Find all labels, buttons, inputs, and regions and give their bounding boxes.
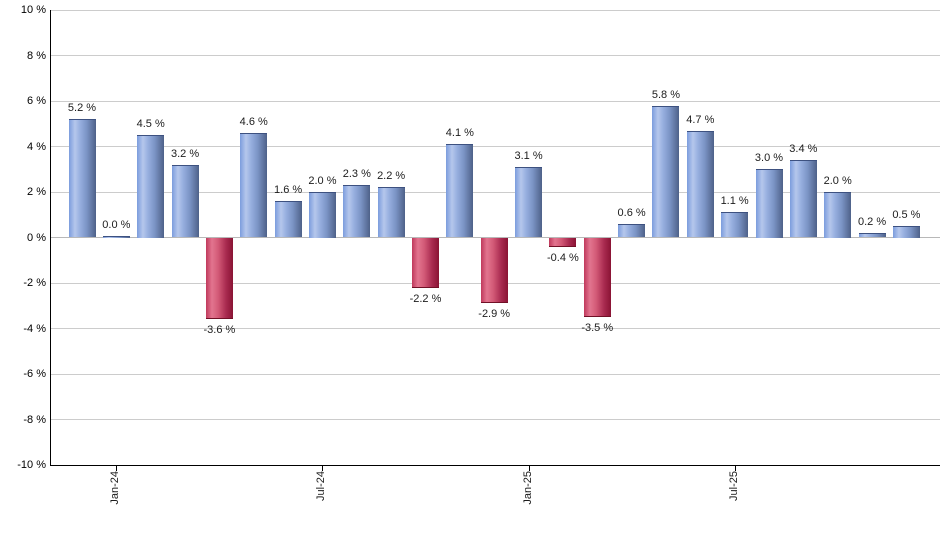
bar-value-label: 4.7 % — [686, 113, 715, 126]
y-axis-label: -6 % — [23, 368, 46, 380]
bar-Sep-25 — [789, 160, 817, 238]
gridline — [51, 100, 940, 102]
bar-value-label: 3.1 % — [514, 149, 543, 162]
gridline — [51, 328, 940, 329]
x-axis-label: Jul-25 — [727, 471, 740, 501]
bar-Jun-24 — [274, 201, 302, 238]
y-axis-label: 4 % — [27, 140, 46, 153]
bar-Jun-25 — [686, 130, 714, 238]
bar-value-label: 3.4 % — [789, 143, 818, 156]
bar-Jan-25 — [515, 166, 543, 238]
y-axis-label: -10 % — [17, 459, 46, 471]
bar-value-label: 0.5 % — [892, 209, 921, 222]
gridline — [51, 9, 940, 11]
bar-value-label: 0.6 % — [617, 206, 646, 219]
bar-Aug-25 — [755, 169, 783, 238]
bar-value-label: 1.1 % — [720, 195, 749, 208]
bar-Apr-24 — [205, 237, 233, 320]
bar-Mar-24 — [171, 164, 199, 238]
bar-Jan-24 — [102, 235, 130, 238]
bar-value-label: 3.0 % — [754, 152, 784, 165]
x-axis-tick — [322, 465, 324, 471]
y-axis-label: 2 % — [27, 186, 46, 198]
y-axis-label: 0 % — [27, 231, 46, 244]
y-axis-label: 6 % — [27, 95, 46, 107]
bar-value-label: 3.2 % — [170, 147, 200, 160]
x-axis-label: Jan-24 — [109, 471, 122, 505]
bar-Feb-24 — [137, 135, 165, 238]
bar-value-label: 4.6 % — [239, 115, 268, 128]
bar-value-label: 0.2 % — [857, 215, 887, 228]
bar-value-label: 4.5 % — [136, 118, 165, 131]
gridline — [51, 146, 940, 147]
bar-Feb-25 — [549, 237, 577, 247]
y-axis-label: 8 % — [27, 49, 46, 62]
bar-Nov-25 — [858, 232, 886, 238]
bar-May-24 — [240, 132, 268, 238]
bar-Nov-24 — [446, 144, 474, 238]
bar-value-label: 4.1 % — [445, 127, 474, 140]
x-axis-tick — [528, 465, 530, 471]
x-axis-tick — [734, 465, 736, 471]
bar-value-label: 2.2 % — [377, 170, 406, 183]
x-axis-tick — [116, 465, 118, 471]
gridline — [51, 55, 940, 56]
bar-value-label: -0.4 % — [546, 251, 579, 264]
bar-value-label: 5.8 % — [651, 88, 680, 101]
bar-Dec-24 — [480, 237, 508, 304]
bar-Apr-25 — [618, 223, 646, 238]
y-axis-label: -4 % — [23, 322, 46, 335]
bar-value-label: 1.6 % — [274, 184, 303, 197]
bar-Jul-25 — [721, 212, 749, 238]
bar-value-label: 2.3 % — [342, 168, 371, 181]
bar-Sep-24 — [377, 187, 405, 238]
bar-value-label: -2.2 % — [409, 292, 442, 305]
bar-Oct-24 — [412, 237, 439, 288]
gridline — [51, 373, 940, 375]
gridline — [51, 191, 940, 193]
bar-Mar-25 — [583, 237, 611, 318]
x-axis-label: Jan-25 — [521, 471, 534, 505]
bar-Jul-24 — [308, 192, 336, 238]
bar-value-label: 2.0 % — [308, 175, 337, 187]
x-axis-label: Jul-24 — [315, 471, 328, 501]
bar-value-label: 5.2 % — [67, 102, 97, 115]
bar-value-label: 2.0 % — [823, 175, 852, 187]
bar-Oct-25 — [824, 192, 852, 238]
bar-Aug-24 — [343, 185, 371, 238]
bar-Dec-25 — [892, 226, 920, 238]
y-axis-line — [50, 10, 51, 465]
y-axis-label: -8 % — [23, 413, 46, 426]
x-axis-line — [50, 465, 940, 466]
bar-value-label: -2.9 % — [478, 308, 511, 321]
gridline — [51, 419, 940, 420]
bar-value-label: 0.0 % — [102, 218, 131, 231]
bar-value-label: -3.6 % — [203, 324, 236, 337]
bar-Dec-23 — [68, 119, 96, 238]
y-axis-label: -2 % — [23, 277, 46, 289]
bar-May-25 — [652, 105, 680, 238]
y-axis-label: 10 % — [20, 4, 46, 16]
bar-value-label: -3.5 % — [581, 322, 614, 335]
